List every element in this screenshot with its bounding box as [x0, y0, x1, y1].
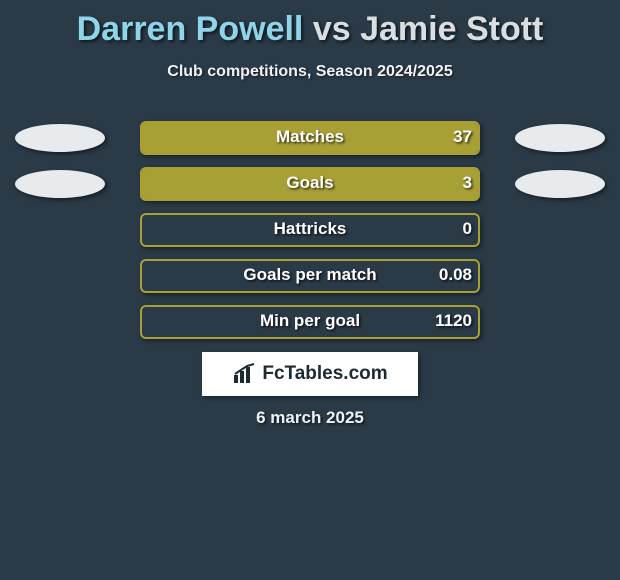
- title-player2: Jamie Stott: [360, 10, 543, 48]
- subtitle: Club competitions, Season 2024/2025: [0, 63, 620, 81]
- date-text: 6 march 2025: [0, 408, 620, 428]
- bar-value-right: 3: [463, 173, 472, 193]
- bar-track: [140, 167, 480, 201]
- bar-value-right: 1120: [435, 311, 472, 331]
- stat-row: Matches37: [0, 120, 620, 166]
- bar-track: [140, 259, 480, 293]
- oval-left: [15, 170, 105, 198]
- bar-fill-right: [142, 169, 478, 199]
- stat-row: Min per goal1120: [0, 304, 620, 350]
- chart-icon: [232, 363, 258, 385]
- oval-right: [515, 170, 605, 198]
- oval-right: [515, 124, 605, 152]
- bar-value-right: 37: [453, 127, 472, 147]
- oval-left: [15, 124, 105, 152]
- bar-track: [140, 305, 480, 339]
- stat-row: Hattricks0: [0, 212, 620, 258]
- bar-track: [140, 213, 480, 247]
- stat-row: Goals per match0.08: [0, 258, 620, 304]
- stat-row: Goals3: [0, 166, 620, 212]
- brand-badge: FcTables.com: [202, 352, 418, 396]
- page-title: Darren Powell vs Jamie Stott: [0, 0, 620, 49]
- bar-track: [140, 121, 480, 155]
- stat-rows: Matches37Goals3Hattricks0Goals per match…: [0, 120, 620, 350]
- brand-text: FcTables.com: [262, 363, 387, 385]
- bar-value-right: 0: [463, 219, 472, 239]
- bar-fill-right: [142, 123, 478, 153]
- title-vs: vs: [303, 10, 360, 48]
- bar-value-right: 0.08: [439, 265, 472, 285]
- title-player1: Darren Powell: [77, 10, 304, 48]
